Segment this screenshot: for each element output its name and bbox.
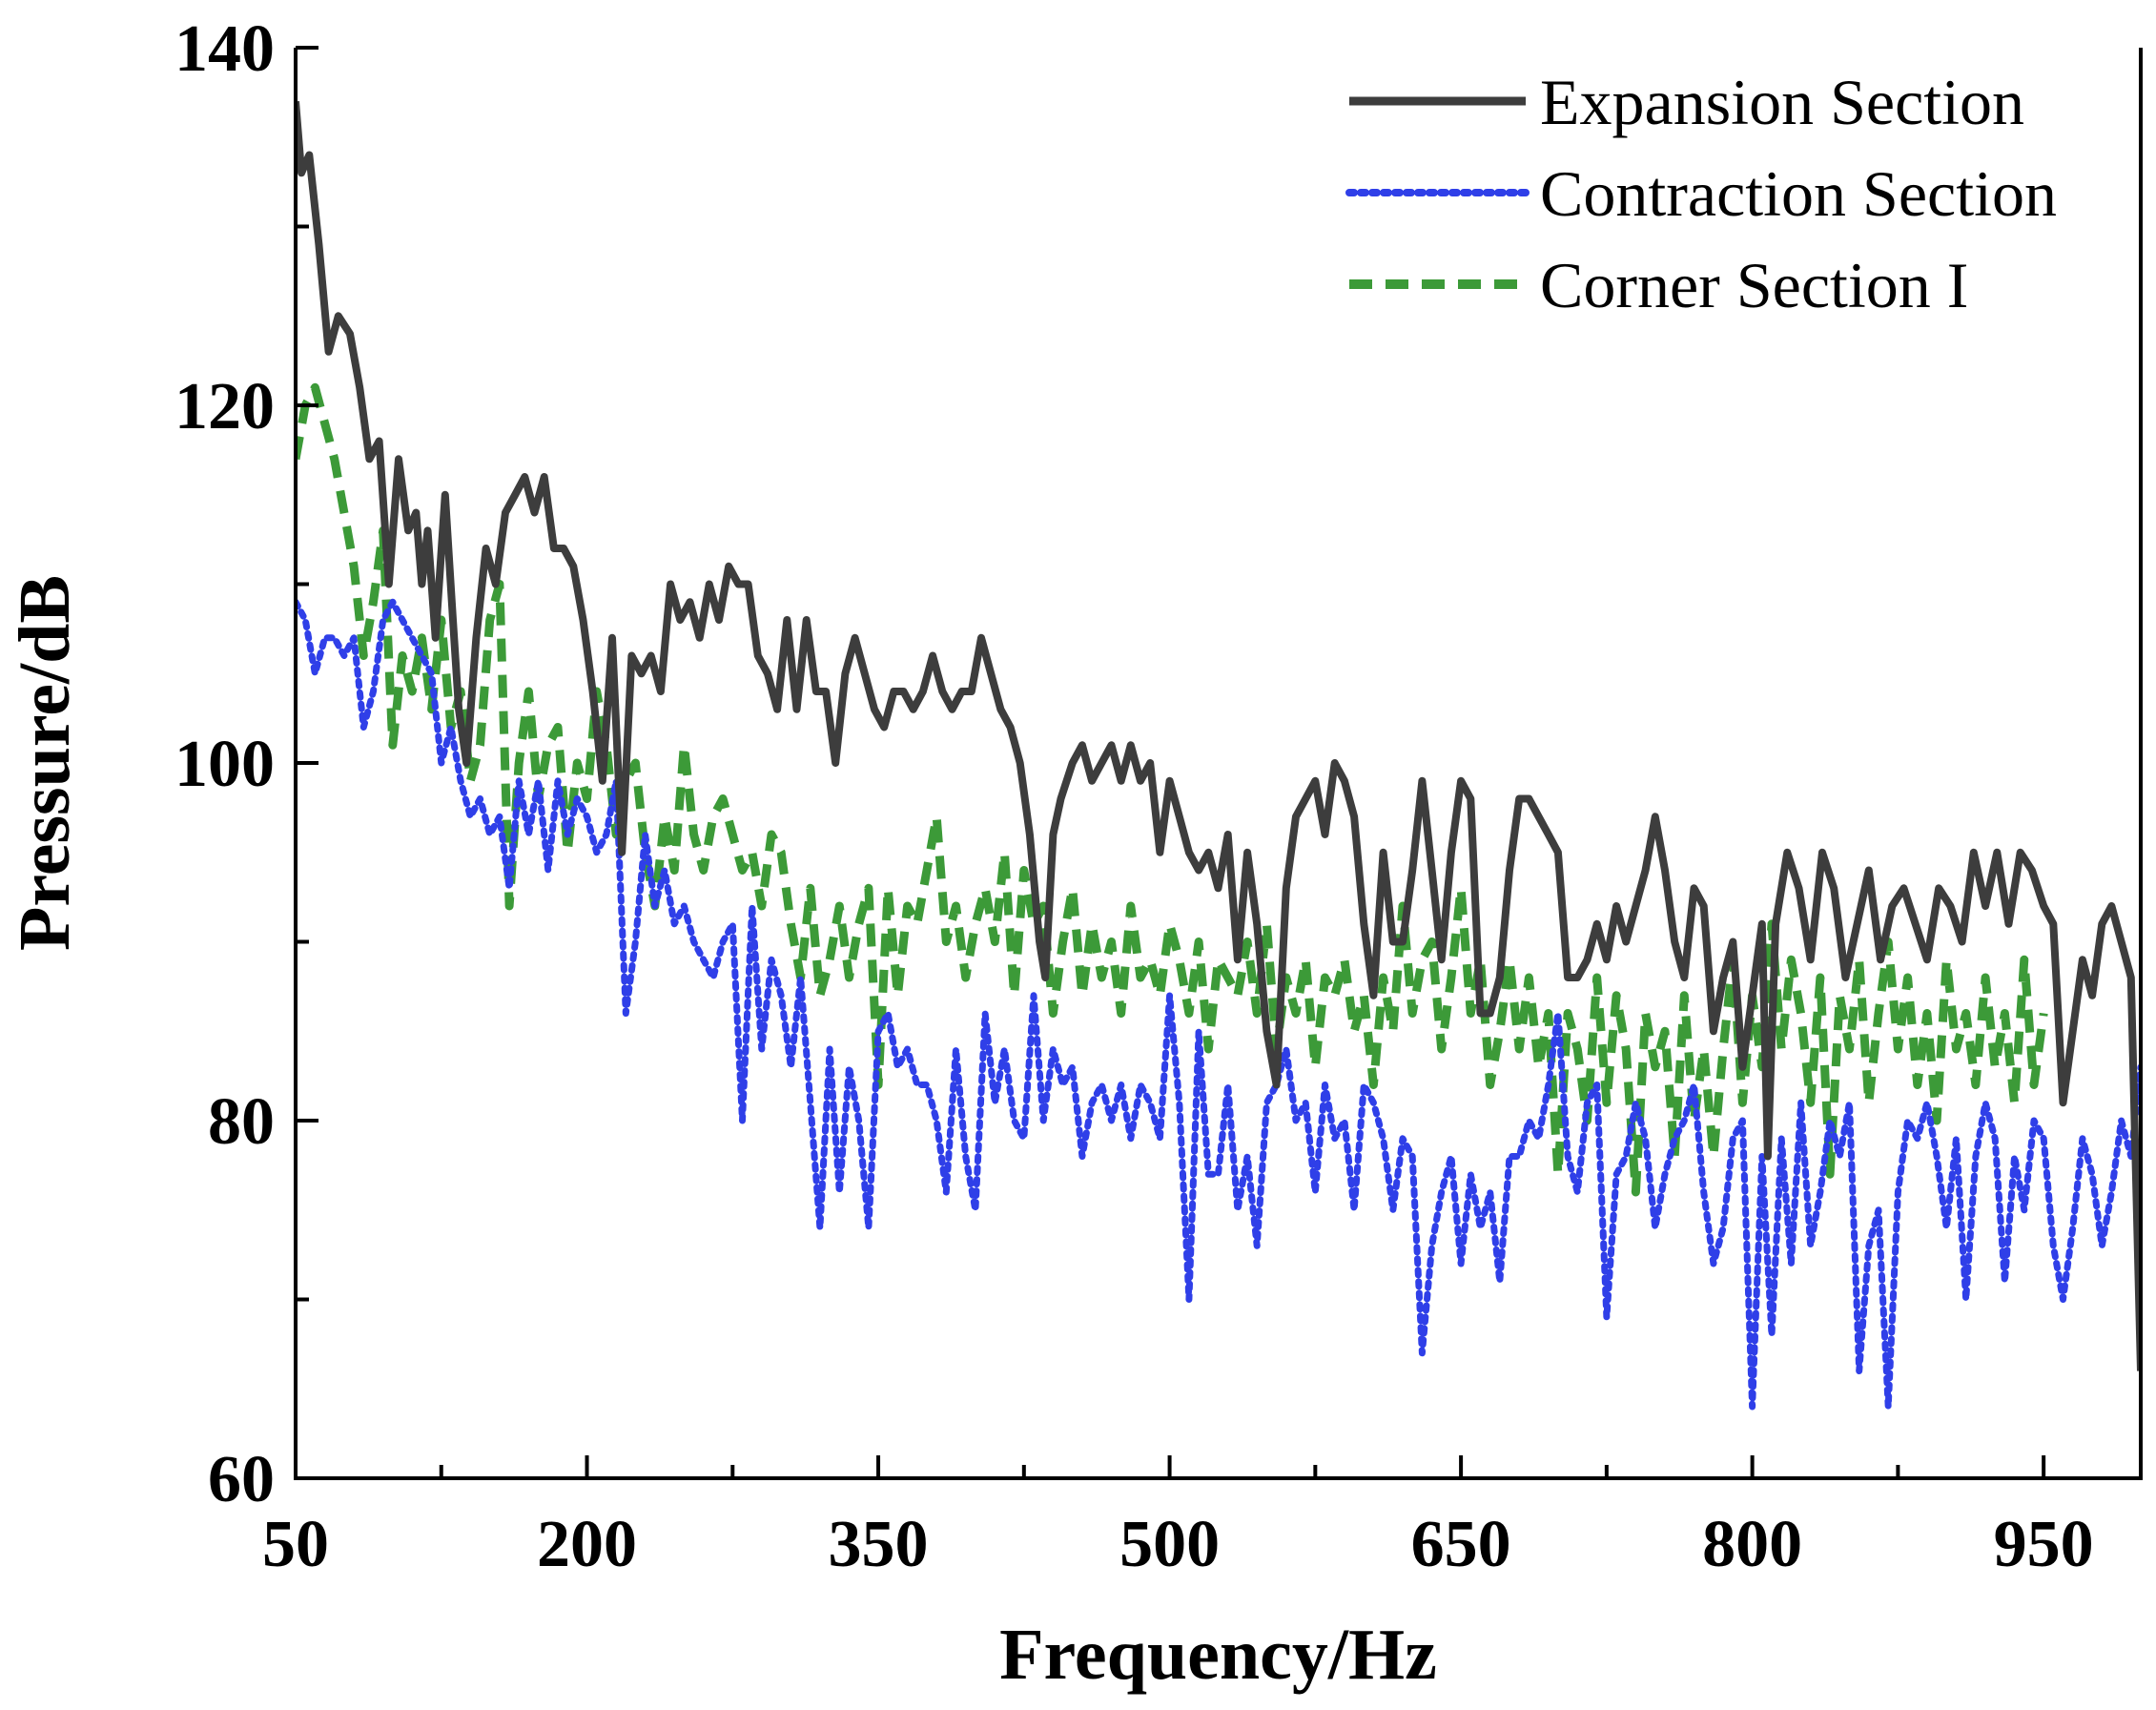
legend-label: Corner Section I (1540, 249, 1968, 321)
x-tick-label: 350 (829, 1508, 929, 1581)
x-tick-label: 950 (1994, 1508, 2094, 1581)
y-tick-label: 100 (175, 728, 275, 801)
x-tick-label: 650 (1411, 1508, 1511, 1581)
x-tick-label: 500 (1119, 1508, 1220, 1581)
series-line-expansion-section (296, 100, 2141, 1371)
y-tick-label: 60 (208, 1443, 275, 1516)
x-axis-title: Frequency/Hz (999, 1615, 1437, 1695)
y-tick-label: 140 (175, 12, 275, 86)
y-tick-label: 80 (208, 1085, 275, 1159)
legend-label: Contraction Section (1540, 157, 2057, 230)
axes-layer: 50 200 350 500 650 800 950 60 80 100 120 140 (175, 12, 2143, 1581)
x-tick-label: 50 (262, 1508, 329, 1581)
x-tick-label: 200 (537, 1508, 637, 1581)
series-layer (296, 100, 2141, 1411)
legend: Expansion Section Contraction Section Corn… (1345, 66, 2057, 321)
y-axis-title: Pressure/dB (5, 575, 85, 951)
legend-label: Expansion Section (1540, 66, 2024, 138)
x-tick-label: 800 (1702, 1508, 1802, 1581)
y-tick-label: 120 (175, 370, 275, 443)
series-line-contraction-section (296, 598, 2141, 1411)
